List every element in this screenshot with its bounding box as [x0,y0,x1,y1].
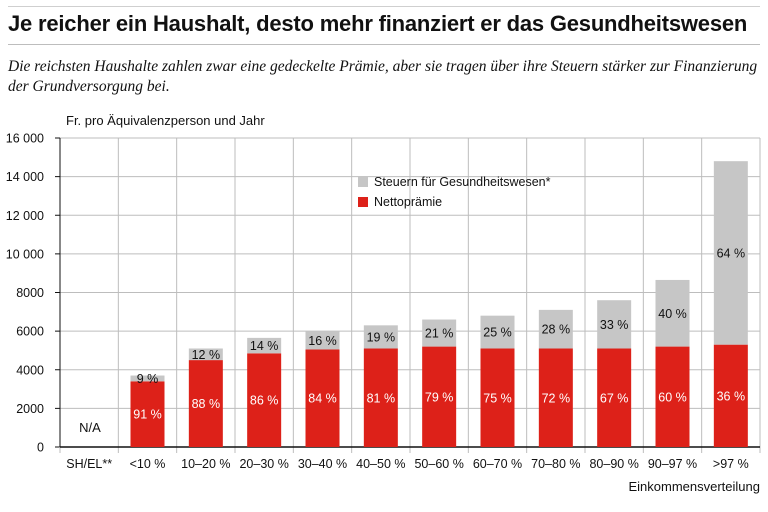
bar-nettopraemie [188,360,223,447]
bar-nettopraemie [538,348,573,447]
bar-label-nettopraemie: 36 % [717,389,746,403]
bar-steuern [422,319,457,347]
legend-swatch [358,177,368,187]
x-tick-label: 70–80 % [531,457,580,471]
bar-steuern [188,348,223,361]
bar-nettopraemie [713,344,748,447]
y-tick-label: 16 000 [6,132,44,146]
x-tick-label: 30–40 % [298,457,347,471]
bar-label-steuern: 33 % [600,318,629,332]
bar-label-steuern: 16 % [308,334,337,348]
y-tick-label: 14 000 [6,170,44,184]
na-label: N/A [79,420,101,435]
bar-label-steuern: 19 % [367,330,396,344]
bar-steuern [130,375,165,382]
x-tick-label: 80–90 % [589,457,638,471]
bar-label-nettopraemie: 91 % [133,408,162,422]
bar-label-nettopraemie: 60 % [658,390,687,404]
legend-swatch [358,197,368,207]
y-tick-label: 12 000 [6,209,44,223]
top-rule [8,6,760,7]
bar-steuern [305,331,340,350]
bar-label-steuern: 40 % [658,307,687,321]
x-tick-label: 10–20 % [181,457,230,471]
x-tick-label: 90–97 % [648,457,697,471]
bar-nettopraemie [480,348,515,447]
bar-nettopraemie [247,353,282,447]
y-tick-label: 2000 [16,402,44,416]
bar-steuern [480,315,515,349]
x-tick-label: 40–50 % [356,457,405,471]
bar-steuern [597,300,632,349]
bar-label-nettopraemie: 81 % [367,391,396,405]
bar-label-nettopraemie: 86 % [250,394,279,408]
bar-steuern [363,325,398,349]
bar-label-steuern: 21 % [425,327,454,341]
x-tick-label: <10 % [130,457,166,471]
x-tick-label: 60–70 % [473,457,522,471]
y-tick-label: 10 000 [6,247,44,261]
y-tick-label: 4000 [16,363,44,377]
bar-nettopraemie [422,346,457,447]
chart-title: Je reicher ein Haushalt, desto mehr fina… [8,11,748,36]
bar-label-steuern: 14 % [250,339,279,353]
legend-label: Nettoprämie [374,195,442,209]
x-tick-label: 20–30 % [239,457,288,471]
bar-label-steuern: 12 % [192,348,221,362]
x-tick-label: SH/EL** [66,457,112,471]
bar-steuern [713,161,748,345]
bar-steuern [538,309,573,349]
bar-label-nettopraemie: 72 % [542,391,571,405]
bar-nettopraemie [305,349,340,447]
bar-label-steuern: 28 % [542,323,571,337]
bar-label-nettopraemie: 79 % [425,390,454,404]
bar-label-nettopraemie: 88 % [192,397,221,411]
bar-label-steuern: 25 % [483,326,512,340]
bar-label-nettopraemie: 75 % [483,391,512,405]
x-tick-label: >97 % [713,457,749,471]
x-axis-title: Einkommensverteilung [628,479,760,494]
chart-subtitle: Die reichsten Haushalte zahlen zwar eine… [8,58,758,95]
bar-nettopraemie [130,381,165,447]
bar-label-steuern: 9 % [137,372,159,386]
y-tick-label: 8000 [16,286,44,300]
x-tick-label: 50–60 % [414,457,463,471]
bar-nettopraemie [363,348,398,447]
bar-nettopraemie [655,346,690,447]
y-axis-unit-label: Fr. pro Äquivalenzperson und Jahr [66,113,265,128]
title-rule [8,44,760,45]
bar-label-steuern: 64 % [717,246,746,260]
y-tick-label: 6000 [16,325,44,339]
bar-label-nettopraemie: 84 % [308,392,337,406]
bar-nettopraemie [597,348,632,447]
bar-steuern [655,279,690,347]
bar-steuern [247,337,282,354]
legend-label: Steuern für Gesundheitswesen* [374,175,551,189]
bar-label-nettopraemie: 67 % [600,391,629,405]
y-tick-label: 0 [37,441,44,455]
